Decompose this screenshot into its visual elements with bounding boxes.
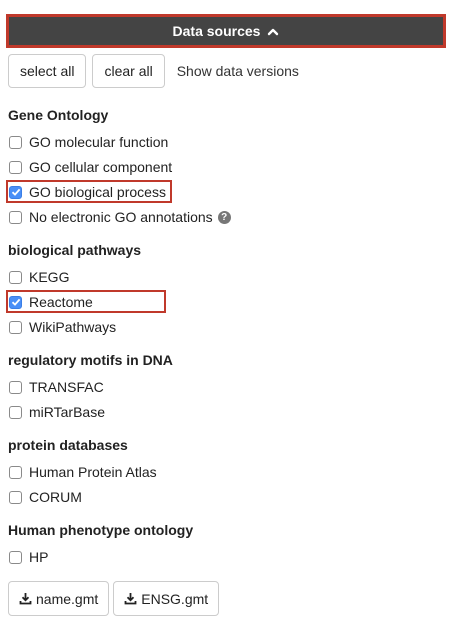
option-label: HP xyxy=(29,549,49,565)
option-label: Human Protein Atlas xyxy=(29,464,157,480)
checkbox[interactable] xyxy=(9,135,22,149)
checkbox[interactable] xyxy=(9,490,22,504)
show-data-versions-link[interactable]: Show data versions xyxy=(176,63,299,79)
checkmark-icon xyxy=(11,188,20,196)
option-label: TRANSFAC xyxy=(29,379,104,395)
option-label: KEGG xyxy=(29,269,70,285)
option-wikipathways[interactable]: WikiPathways xyxy=(8,317,116,337)
option-no-electronic-go-annotations[interactable]: No electronic GO annotations ? xyxy=(8,207,231,227)
download-label: name.gmt xyxy=(36,590,99,607)
option-kegg[interactable]: KEGG xyxy=(8,267,69,287)
download-name-gmt-button[interactable]: name.gmt xyxy=(8,581,110,616)
checkbox[interactable] xyxy=(9,550,22,564)
select-all-button[interactable]: select all xyxy=(8,54,87,88)
checkbox-checked[interactable] xyxy=(9,295,22,309)
download-ensg-gmt-button[interactable]: ENSG.gmt xyxy=(113,581,220,616)
section-title-protein-databases: protein databases xyxy=(8,437,128,453)
option-human-protein-atlas[interactable]: Human Protein Atlas xyxy=(8,462,157,482)
option-transfac[interactable]: TRANSFAC xyxy=(8,377,104,397)
chevron-up-icon xyxy=(267,25,279,37)
toolbar: select all clear all Show data versions xyxy=(8,54,299,88)
option-label: CORUM xyxy=(29,489,82,505)
question-circle-icon[interactable]: ? xyxy=(217,210,231,224)
option-go-cellular-component[interactable]: GO cellular component xyxy=(8,157,172,177)
checkbox-checked[interactable] xyxy=(9,185,22,199)
header-title: Data sources xyxy=(172,23,261,39)
download-icon xyxy=(19,593,32,605)
section-title-regulatory-motifs: regulatory motifs in DNA xyxy=(8,352,173,368)
checkbox[interactable] xyxy=(9,320,22,334)
option-label: GO biological process xyxy=(29,184,166,200)
section-title-biological-pathways: biological pathways xyxy=(8,242,142,258)
checkbox[interactable] xyxy=(9,405,22,419)
highlight-box xyxy=(6,290,166,313)
option-label: WikiPathways xyxy=(29,319,117,335)
checkbox[interactable] xyxy=(9,210,22,224)
checkbox[interactable] xyxy=(9,160,22,174)
option-label: No electronic GO annotations xyxy=(29,209,213,225)
option-reactome[interactable]: Reactome xyxy=(8,292,93,312)
checkbox[interactable] xyxy=(9,465,22,479)
section-title-human-phenotype-ontology: Human phenotype ontology xyxy=(8,522,194,538)
option-label: miRTarBase xyxy=(29,404,105,420)
option-go-molecular-function[interactable]: GO molecular function xyxy=(8,132,168,152)
option-label: GO cellular component xyxy=(29,159,173,175)
download-label: ENSG.gmt xyxy=(141,590,209,607)
checkbox[interactable] xyxy=(9,270,22,284)
option-label: GO molecular function xyxy=(29,134,169,150)
option-corum[interactable]: CORUM xyxy=(8,487,82,507)
option-hp[interactable]: HP xyxy=(8,547,48,567)
checkbox[interactable] xyxy=(9,380,22,394)
download-icon xyxy=(124,593,137,605)
option-mirtarbase[interactable]: miRTarBase xyxy=(8,402,105,422)
option-label: Reactome xyxy=(29,294,93,310)
checkmark-icon xyxy=(11,298,20,306)
option-go-biological-process[interactable]: GO biological process xyxy=(8,182,166,202)
data-sources-header[interactable]: Data sources xyxy=(6,14,446,48)
highlight-box xyxy=(6,180,172,203)
download-buttons: name.gmt ENSG.gmt xyxy=(8,581,223,616)
clear-all-button[interactable]: clear all xyxy=(92,54,165,88)
section-title-gene-ontology: Gene Ontology xyxy=(8,107,109,123)
